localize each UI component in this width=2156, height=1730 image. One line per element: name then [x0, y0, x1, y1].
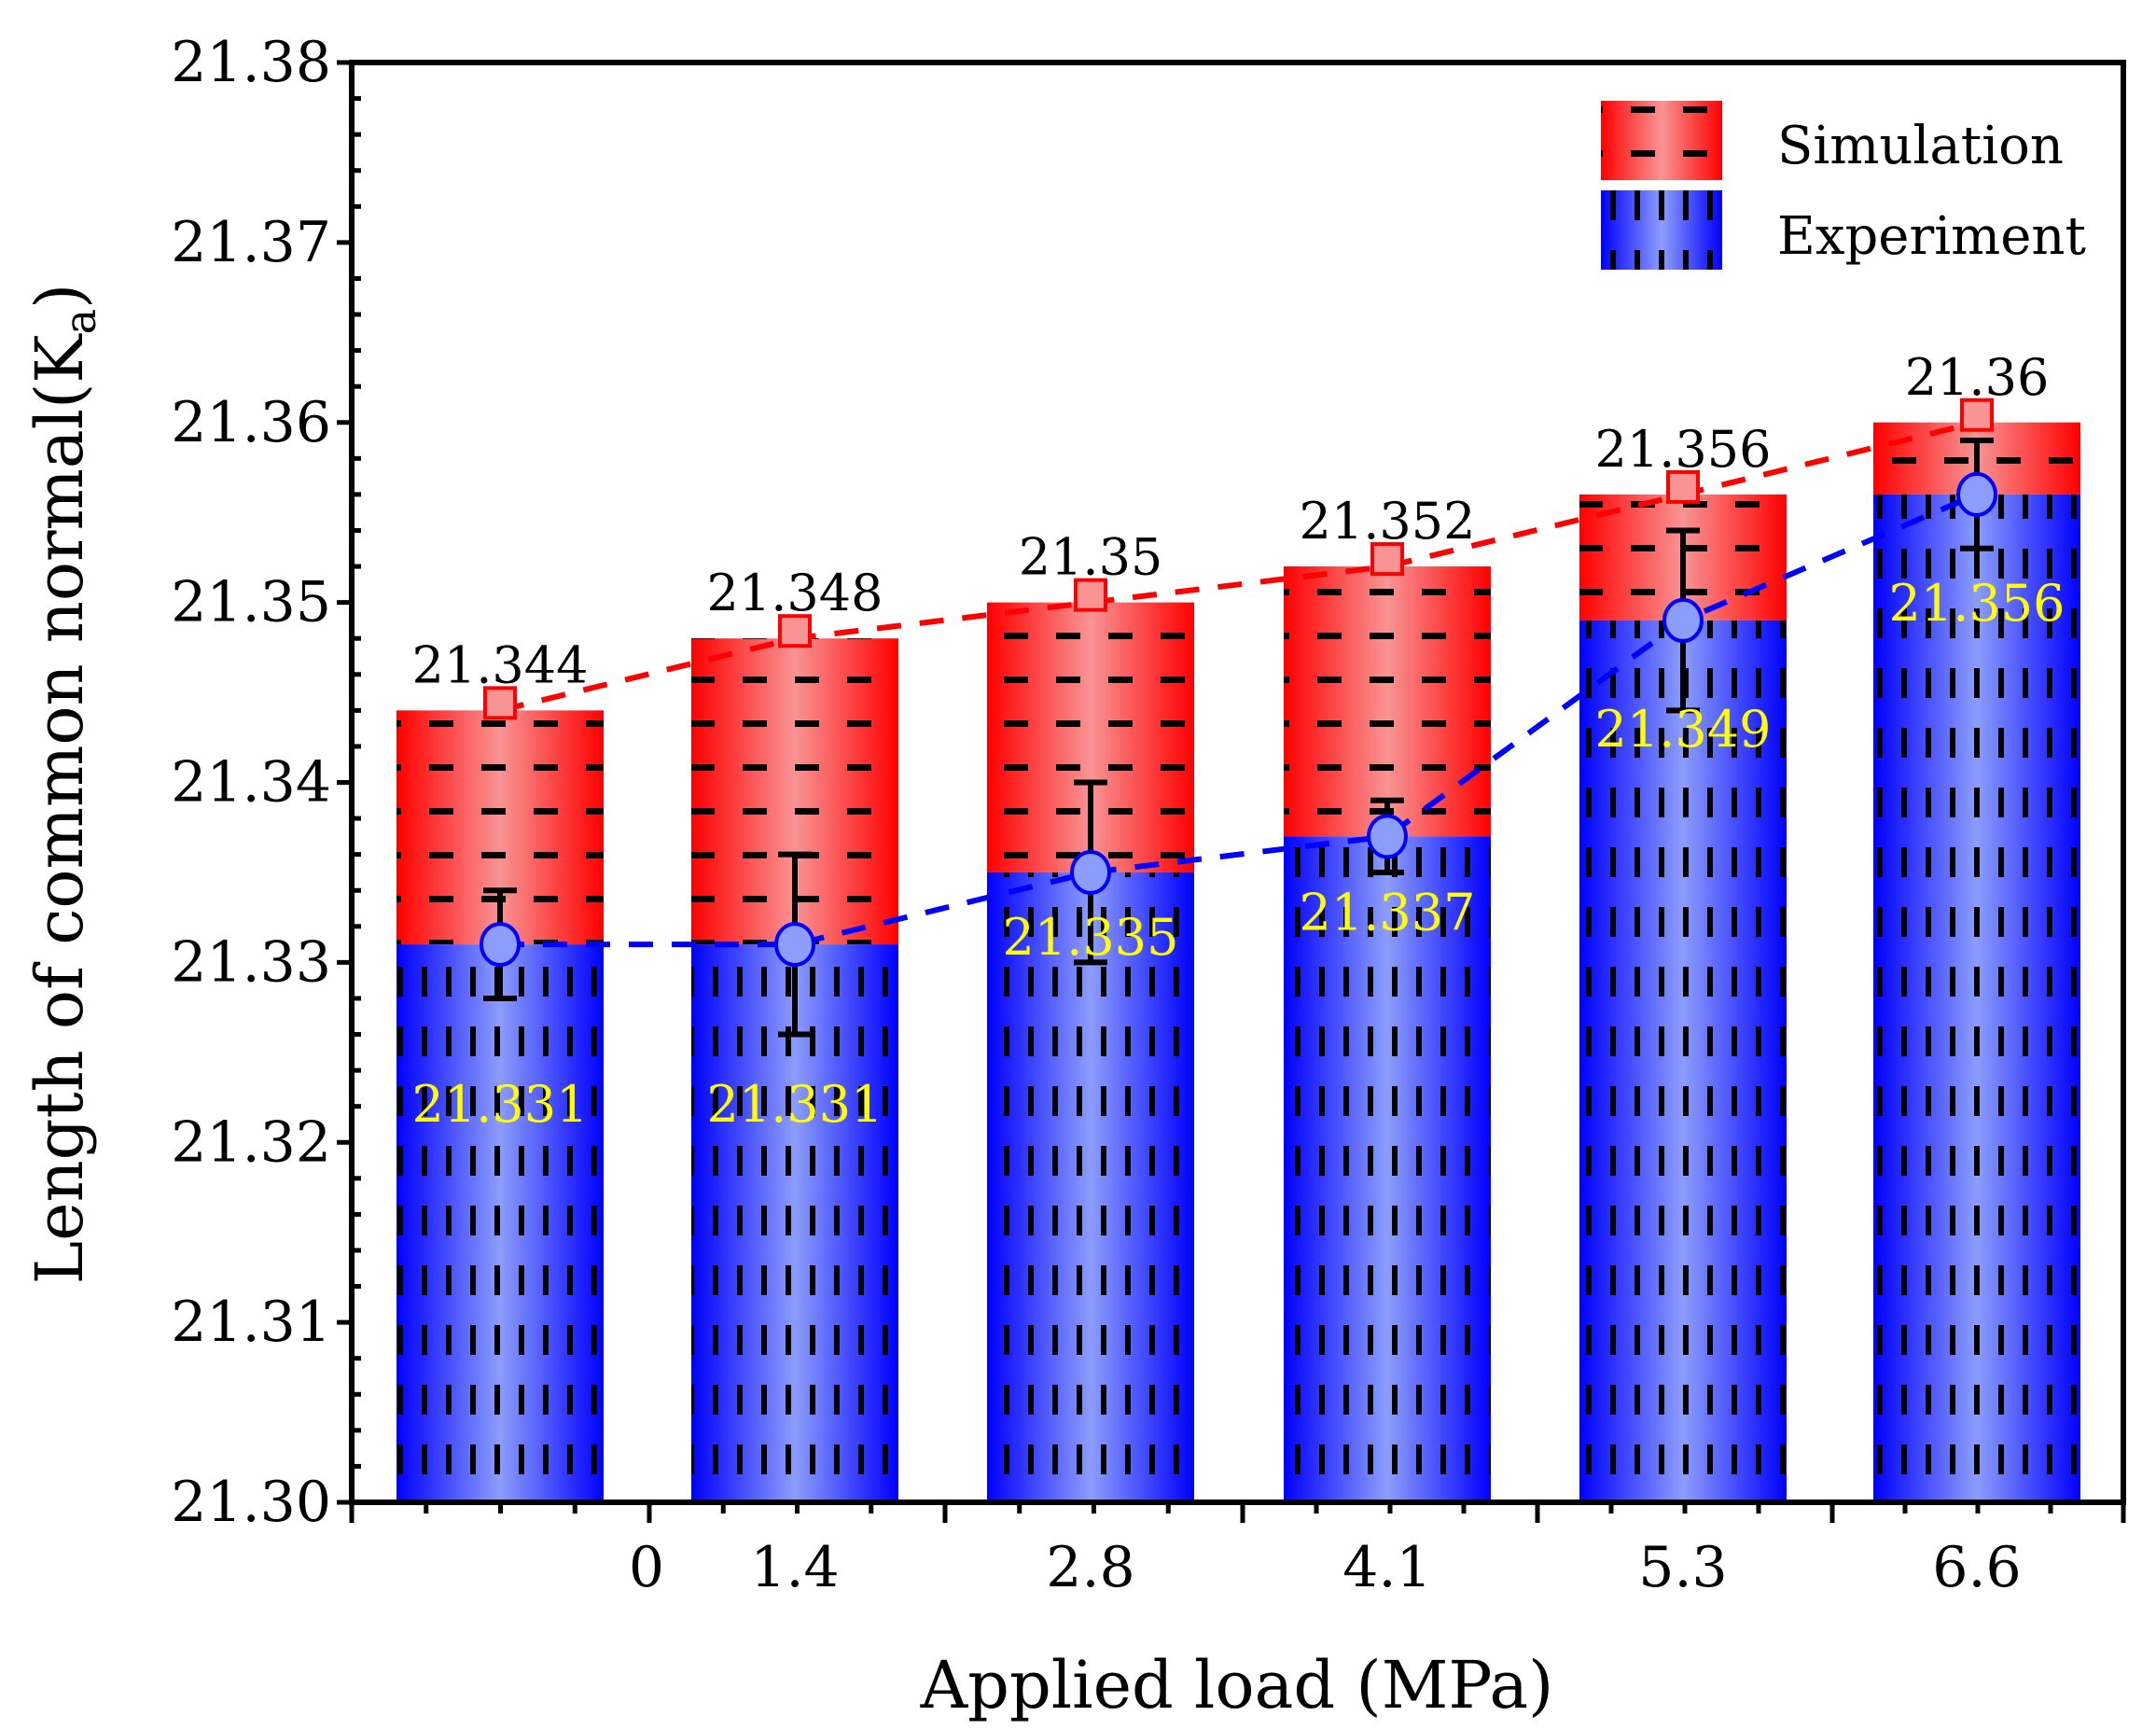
experiment-value-label: 21.335: [1003, 908, 1179, 967]
simulation-value-label: 21.35: [1019, 528, 1163, 587]
simulation-value-label: 21.344: [412, 635, 589, 694]
experiment-marker: [1070, 849, 1111, 895]
y-tick-label: 21.38: [171, 30, 331, 95]
x-tick-label: 2.8: [1046, 1535, 1134, 1600]
experiment-bar-hatch: [396, 944, 604, 1502]
x-tick-label: 5.3: [1638, 1535, 1727, 1600]
x-axis-title: Applied load (MPa): [920, 1647, 1554, 1723]
simulation-marker: [483, 686, 517, 720]
experiment-value-label: 21.331: [412, 1075, 589, 1134]
y-tick-label: 21.32: [171, 1109, 331, 1175]
y-tick-label: 21.31: [171, 1290, 331, 1355]
x-tick-label: 0: [629, 1535, 664, 1600]
experiment-marker: [480, 922, 521, 968]
simulation-marker: [1666, 469, 1700, 504]
simulation-value-label: 21.348: [707, 564, 883, 622]
x-tick-label: 4.1: [1342, 1535, 1431, 1600]
experiment-bar-hatch: [987, 872, 1194, 1502]
y-tick-label: 21.37: [171, 210, 331, 275]
legend: Simulation Experiment: [1601, 101, 2086, 270]
experiment-marker: [1367, 814, 1408, 859]
y-axis-title-close: ): [21, 284, 98, 309]
simulation-value-label: 21.36: [1905, 348, 2050, 407]
simulation-trend-line: [499, 419, 1978, 714]
simulation-marker: [778, 614, 812, 649]
experiment-value-label: 21.337: [1300, 883, 1476, 942]
simulation-value-label: 21.356: [1595, 420, 1772, 479]
experiment-bar-hatch: [1873, 494, 2080, 1502]
simulation-bar-hatch: [1284, 566, 1491, 837]
y-tick-label: 21.33: [171, 929, 331, 995]
y-axis-title-main: Length of common normal(K: [21, 333, 98, 1285]
experiment-bar-hatch: [691, 944, 898, 1502]
experiment-bar-hatch: [1284, 836, 1491, 1502]
experiment-marker: [774, 922, 815, 968]
y-tick-label: 21.34: [171, 750, 331, 816]
x-tick-label: 6.6: [1932, 1535, 2021, 1600]
simulation-marker: [1074, 578, 1107, 612]
simulation-marker: [1960, 398, 1994, 432]
legend-label-simulation: Simulation: [1777, 116, 2064, 176]
experiment-value-label: 21.349: [1595, 700, 1772, 759]
x-tick-label: 1.4: [750, 1535, 839, 1600]
simulation-value-label: 21.352: [1300, 492, 1476, 551]
plot-frame: [349, 60, 2126, 1505]
experiment-bar-hatch: [1579, 620, 1787, 1502]
experiment-trend-line: [500, 492, 1979, 948]
experiment-marker: [1956, 471, 1997, 517]
legend-label-experiment: Experiment: [1777, 206, 2086, 267]
y-tick-label: 21.35: [171, 570, 331, 635]
y-tick-label: 21.36: [171, 390, 331, 455]
experiment-marker: [1662, 597, 1704, 643]
experiment-value-label: 21.331: [707, 1075, 883, 1134]
y-axis-title-subscript: a: [55, 309, 105, 334]
y-tick-label: 21.30: [171, 1470, 331, 1535]
experiment-value-label: 21.356: [1889, 574, 2066, 633]
simulation-marker: [1370, 542, 1404, 577]
y-axis-title: Length of common normal(Ka): [21, 284, 105, 1285]
